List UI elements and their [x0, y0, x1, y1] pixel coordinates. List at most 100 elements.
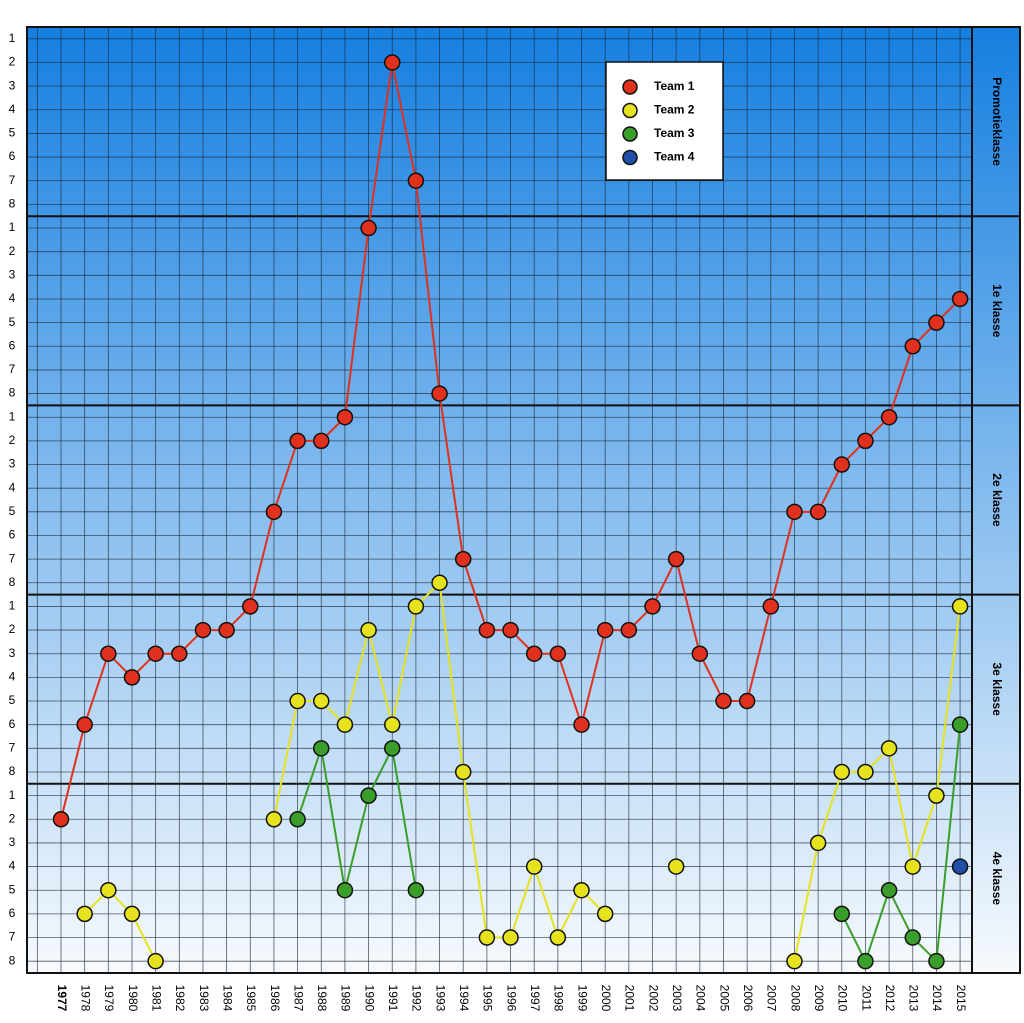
- x-tick-label: 1982: [173, 985, 187, 1012]
- league-label: 3e klasse: [990, 663, 1004, 717]
- legend-marker: [622, 149, 638, 166]
- series-point: [951, 290, 969, 308]
- x-tick-label: 1980: [126, 985, 140, 1012]
- series-point: [454, 550, 472, 568]
- y-tick-label: 2: [9, 244, 16, 258]
- series-point: [951, 716, 969, 733]
- x-tick-label: 1994: [457, 985, 471, 1012]
- x-tick-label: 1984: [220, 985, 234, 1012]
- legend-marker: [622, 79, 638, 95]
- series-point: [147, 952, 164, 970]
- series-point: [218, 621, 235, 639]
- y-tick-label: 6: [9, 717, 16, 731]
- series-point: [880, 408, 898, 426]
- x-tick-label: 2008: [788, 985, 802, 1012]
- series-point: [171, 645, 188, 662]
- series-point: [431, 385, 448, 402]
- y-tick-label: 4: [9, 859, 16, 873]
- series-point: [644, 598, 661, 615]
- series-point: [360, 219, 377, 237]
- series-point: [857, 763, 874, 781]
- y-tick-label: 1: [9, 409, 16, 423]
- y-tick-label: 4: [9, 291, 16, 305]
- series-point: [573, 881, 590, 899]
- x-tick-label: 2014: [930, 985, 944, 1012]
- x-tick-label: 1977: [55, 985, 69, 1012]
- x-tick-label: 2012: [883, 985, 897, 1012]
- y-tick-label: 2: [9, 55, 16, 69]
- series-point: [76, 716, 93, 733]
- y-tick-label: 5: [9, 504, 16, 518]
- series-point: [383, 54, 401, 71]
- y-tick-label: 1: [9, 220, 16, 234]
- series-point: [313, 692, 330, 710]
- series-point: [502, 929, 519, 946]
- y-tick-label: 3: [9, 78, 16, 92]
- x-tick-label: 1995: [481, 985, 495, 1012]
- series-point: [100, 881, 117, 899]
- series-point: [313, 432, 330, 450]
- x-tick-label: 1991: [386, 985, 400, 1012]
- series-point: [786, 952, 803, 970]
- x-tick-label: 1985: [244, 985, 258, 1012]
- series-point: [951, 598, 969, 615]
- series-point: [880, 740, 898, 757]
- y-tick-label: 6: [9, 338, 16, 352]
- series-point: [762, 598, 780, 615]
- y-tick-label: 8: [9, 386, 16, 400]
- x-tick-label: 2007: [765, 985, 779, 1012]
- series-point: [242, 598, 259, 615]
- series-point: [265, 811, 283, 828]
- y-tick-label: 7: [9, 362, 16, 376]
- series-point: [336, 881, 354, 899]
- y-tick-label: 8: [9, 764, 16, 778]
- league-label: 1e klasse: [990, 284, 1004, 338]
- legend: Team 1 Team 2 Team 3 Team 4: [605, 61, 724, 181]
- x-tick-label: 2011: [859, 985, 873, 1011]
- series-point: [904, 929, 922, 946]
- series-point: [478, 929, 496, 946]
- y-tick-label: 6: [9, 528, 16, 542]
- y-tick-label: 3: [9, 646, 16, 660]
- x-tick-label: 2006: [741, 985, 755, 1012]
- series-point: [596, 905, 614, 923]
- series-point: [833, 456, 851, 473]
- y-tick-label: 5: [9, 315, 16, 329]
- y-tick-label: 6: [9, 906, 16, 920]
- series-point: [265, 503, 283, 521]
- series-point: [289, 811, 306, 828]
- x-tick-label: 1996: [504, 985, 518, 1012]
- y-tick-label: 3: [9, 835, 16, 849]
- series-point: [857, 432, 874, 450]
- series-point: [809, 834, 827, 852]
- series-point: [951, 858, 969, 875]
- y-tick-label: 8: [9, 197, 16, 211]
- x-tick-label: 2005: [717, 985, 731, 1012]
- series-point: [786, 503, 803, 521]
- series-point: [407, 881, 425, 899]
- series-point: [667, 858, 685, 875]
- y-tick-label: 5: [9, 126, 16, 140]
- x-tick-label: 1981: [149, 985, 163, 1012]
- series-point: [289, 692, 306, 710]
- y-tick-label: 4: [9, 670, 16, 684]
- league-label: 4e klasse: [990, 852, 1004, 906]
- x-tick-label: 1983: [197, 985, 211, 1012]
- x-tick-label: 2013: [907, 985, 921, 1012]
- x-tick-label: 1978: [78, 985, 92, 1012]
- series-point: [596, 621, 614, 639]
- series-point: [383, 740, 401, 757]
- plot-frame: [26, 26, 1021, 974]
- series-point: [123, 669, 141, 686]
- series-point: [407, 598, 425, 615]
- legend-label: Team 4: [654, 150, 695, 164]
- x-tick-label: 2015: [954, 985, 968, 1012]
- series-point: [691, 645, 709, 662]
- y-tick-label: 2: [9, 622, 16, 636]
- x-tick-label: 1988: [315, 985, 329, 1012]
- y-tick-label: 4: [9, 480, 16, 494]
- x-tick-label: 1986: [268, 985, 282, 1012]
- series-point: [809, 503, 827, 521]
- x-tick-label: 1992: [410, 985, 424, 1012]
- legend-label: Team 1: [654, 79, 695, 93]
